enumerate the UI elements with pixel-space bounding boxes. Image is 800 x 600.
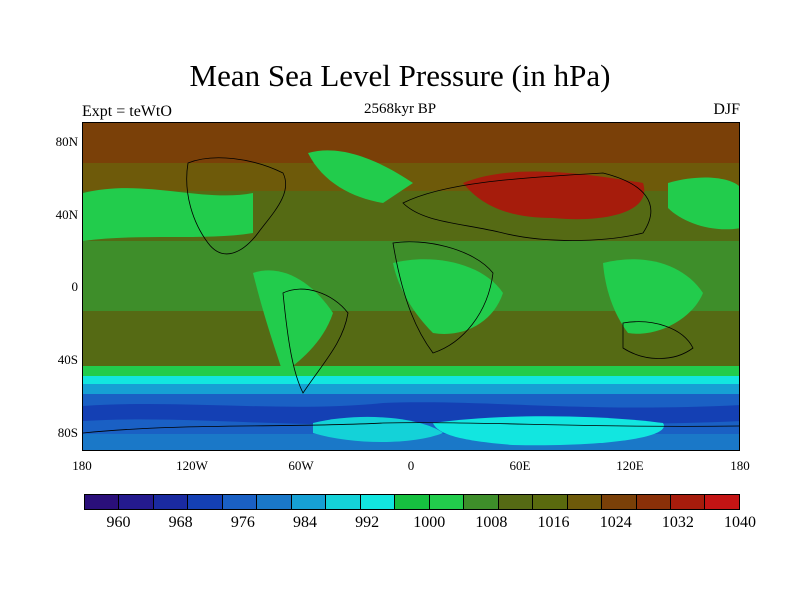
colorbar-cell	[326, 495, 361, 509]
pressure-map	[82, 122, 740, 451]
lat-label-80s: 80S	[57, 425, 78, 440]
southern-band-1008	[83, 366, 739, 376]
lat-label-0: 0	[71, 279, 79, 294]
colorbar-label-1008: 1008	[475, 514, 508, 531]
antarctica-coastline	[83, 422, 739, 434]
north-america-coastline	[186, 157, 287, 255]
africa-low	[393, 259, 503, 334]
subtitle: 2568kyr BP	[363, 101, 437, 117]
eurasia-coastline	[402, 172, 652, 241]
colorbar-label-1032: 1032	[661, 514, 694, 531]
lon-label-0: 0	[407, 458, 415, 473]
colorbar-label-960: 960	[106, 514, 131, 531]
siberian-high	[463, 171, 645, 220]
lat-label-40s: 40S	[57, 352, 78, 367]
colorbar-cell	[636, 495, 671, 509]
colorbar-label-968: 968	[168, 514, 193, 531]
maritime-continent-low	[603, 259, 703, 334]
lon-label-60e: 60E	[509, 458, 531, 473]
experiment-label: Expt = teWtO	[82, 103, 172, 120]
colorbar-label-984: 984	[292, 514, 317, 531]
southern-band-992	[83, 384, 739, 394]
north-atlantic-low	[308, 150, 413, 203]
aleutian-low	[668, 177, 739, 230]
colorbar-cell	[602, 495, 637, 509]
colorbar-cell	[119, 495, 154, 509]
lon-label-180w: 180	[72, 458, 92, 473]
lon-label-120e: 120E	[616, 458, 644, 473]
weddell-feature	[313, 416, 443, 442]
lat-label-40n: 40N	[55, 207, 78, 222]
colorbar-label-976: 976	[230, 514, 255, 531]
colorbar-label-1016: 1016	[537, 514, 570, 531]
colorbar-cell	[257, 495, 292, 509]
colorbar-cell	[291, 495, 327, 509]
colorbar-label-1024: 1024	[599, 514, 632, 531]
colorbar-label-1040: 1040	[724, 514, 756, 531]
colorbar-cell	[567, 495, 603, 509]
colorbar-cell	[533, 495, 568, 509]
africa-coastline	[392, 241, 494, 354]
colorbar-cell	[153, 495, 189, 509]
southern-band-1000	[83, 376, 739, 384]
north-pacific-low	[83, 188, 253, 241]
colorbar-cell	[429, 495, 465, 509]
south-america-low	[253, 270, 333, 373]
colorbar-label-992: 992	[355, 514, 380, 531]
colorbar-cell	[188, 495, 223, 509]
colorbar-label-1000: 1000	[413, 514, 446, 531]
lat-label-80n: 80N	[55, 134, 78, 149]
colorbar-cell	[222, 495, 258, 509]
page-title: Mean Sea Level Pressure (in hPa)	[189, 58, 611, 93]
colorbar	[84, 494, 740, 510]
coastlines	[83, 157, 739, 434]
colorbar-cell	[85, 495, 120, 509]
australia-coastline	[622, 321, 694, 359]
lon-label-60w: 60W	[288, 458, 314, 473]
colorbar-cell	[705, 495, 739, 509]
lon-label-180e: 180	[730, 458, 750, 473]
lon-label-120w: 120W	[176, 458, 208, 473]
colorbar-cell	[670, 495, 706, 509]
colorbar-cell	[360, 495, 396, 509]
colorbar-cell	[395, 495, 430, 509]
colorbar-cell	[498, 495, 534, 509]
pressure-map-svg	[83, 123, 739, 450]
colorbar-cell	[464, 495, 499, 509]
arctic-high-band	[83, 123, 739, 163]
south-america-coastline	[282, 288, 349, 394]
season-label: DJF	[713, 101, 740, 118]
